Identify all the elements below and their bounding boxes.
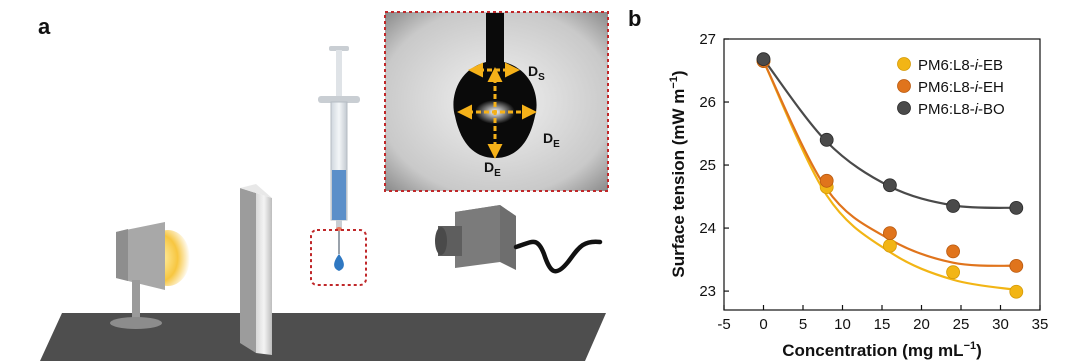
legend-marker-bo — [897, 101, 911, 115]
data-point-eh — [883, 226, 897, 241]
legend-label-eb: PM6:L8- — [918, 57, 975, 74]
ds-label: DS — [528, 63, 545, 83]
panel-b: b -5 0 5 10 15 20 25 30 35 23 24 25 26 27 Concentrat… — [628, 6, 1048, 360]
data-point-eh — [819, 173, 834, 188]
data-point-eh — [1009, 258, 1024, 273]
legend-item-eh: PM6:L8-i-EH — [897, 79, 1004, 96]
data-point-bo — [756, 52, 771, 67]
y-tick-label: 23 — [699, 283, 716, 300]
y-axis-ticks: 23 24 25 26 27 — [699, 31, 729, 300]
x-tick-label: 15 — [874, 316, 891, 333]
legend-item-bo: PM6:L8-i-BO — [897, 101, 1005, 118]
legend-label-eh: PM6:L8- — [918, 79, 975, 96]
legend-label-bo: PM6:L8- — [918, 101, 975, 118]
y-tick-label: 26 — [699, 94, 716, 111]
svg-text:PM6:L8-i-EH: PM6:L8-i-EH — [918, 79, 1004, 96]
svg-text:PM6:L8-i-BO: PM6:L8-i-BO — [918, 101, 1005, 118]
x-tick-label: 5 — [799, 316, 807, 333]
droplet-icon — [334, 254, 344, 271]
fit-curve-eb — [762, 60, 1017, 291]
de-right-label: DE — [543, 130, 560, 150]
y-tick-label: 25 — [699, 157, 716, 174]
table-top — [40, 313, 606, 361]
data-point-eb — [1009, 284, 1024, 299]
data-point-eb — [946, 265, 960, 280]
panel-a: a — [38, 11, 609, 361]
legend-item-eb: PM6:L8-i-EB — [897, 57, 1003, 74]
droplet-highlight-box — [310, 229, 367, 286]
y-tick-label: 27 — [699, 31, 716, 48]
panel-b-label: b — [628, 6, 641, 31]
data-point-bo — [946, 199, 960, 213]
x-tick-label: 0 — [759, 316, 767, 333]
fit-curve-eh — [762, 60, 1017, 267]
droplet-inset-image — [384, 11, 609, 192]
svg-text:PM6:L8-i-EB: PM6:L8-i-EB — [918, 57, 1003, 74]
x-tick-label: 20 — [913, 316, 930, 333]
x-tick-label: 35 — [1032, 316, 1049, 333]
de-bottom-label: DE — [484, 159, 501, 179]
data-points — [756, 52, 1024, 299]
data-point-eb — [883, 238, 897, 253]
x-axis-ticks: -5 0 5 10 15 20 25 30 35 — [717, 305, 1048, 333]
x-axis-label: Concentration (mg mL−1) — [782, 340, 982, 360]
y-tick-label: 24 — [699, 220, 716, 237]
diffuser-screen-icon — [240, 184, 272, 355]
x-tick-label: 30 — [992, 316, 1009, 333]
y-axis-label: Surface tension (mW m−1) — [668, 70, 688, 277]
data-point-bo — [883, 178, 897, 193]
syringe-icon — [318, 46, 360, 231]
legend: PM6:L8-i-EB PM6:L8-i-EH PM6:L8-i-BO — [897, 57, 1005, 118]
panel-a-label: a — [38, 14, 51, 39]
legend-marker-eb — [897, 57, 911, 71]
data-point-eh — [946, 244, 960, 259]
x-tick-label: 10 — [834, 316, 851, 333]
data-point-bo — [1009, 201, 1024, 215]
lamp-icon — [110, 222, 190, 329]
legend-marker-eh — [897, 79, 911, 93]
camera-icon — [435, 205, 603, 274]
x-tick-label: 25 — [953, 316, 970, 333]
data-point-bo — [819, 132, 834, 147]
chart-plot-area: -5 0 5 10 15 20 25 30 35 23 24 25 26 27 — [699, 31, 1048, 333]
x-tick-label: -5 — [717, 316, 730, 333]
